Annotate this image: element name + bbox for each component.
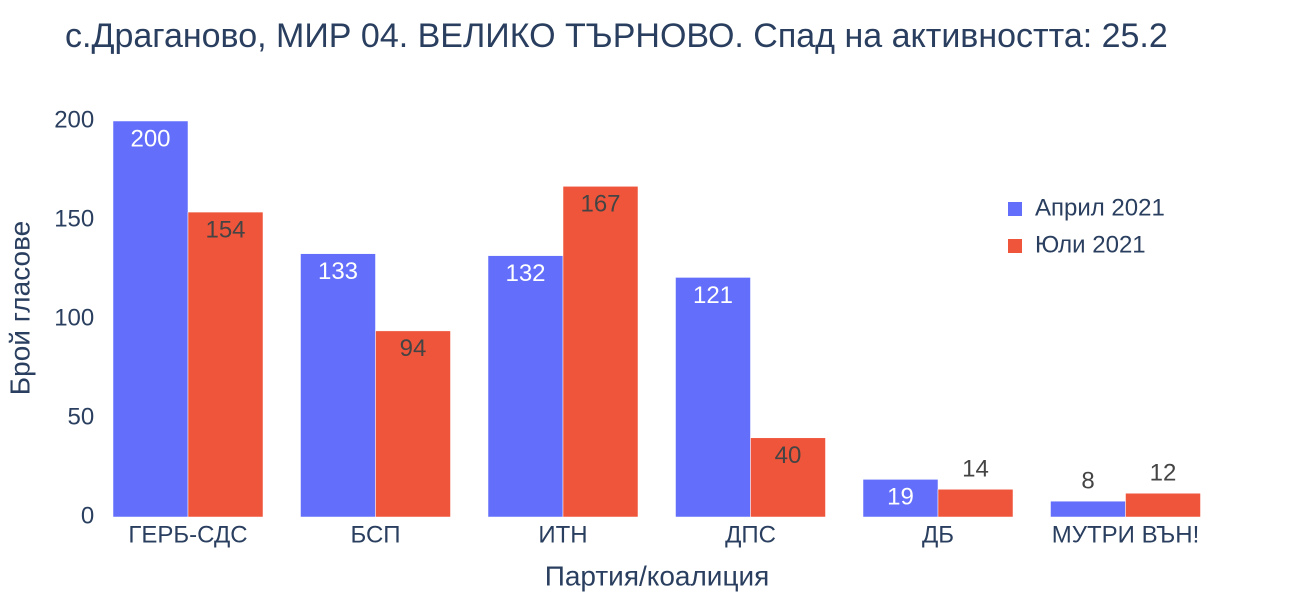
data-label: 19 [887, 484, 914, 511]
y-tick-label: 0 [81, 502, 94, 529]
bar [300, 253, 376, 518]
bar [750, 437, 826, 518]
data-label: 167 [580, 191, 620, 218]
data-label: 94 [400, 335, 427, 362]
data-label: 8 [1081, 468, 1094, 495]
data-label: 40 [775, 442, 802, 469]
bar [562, 186, 639, 518]
x-tick-label: ГЕРБ-СДС [128, 521, 247, 548]
bar [112, 120, 189, 518]
legend-swatch [1008, 239, 1022, 253]
y-tick-label: 150 [54, 205, 94, 232]
bar [487, 255, 564, 518]
legend-swatch [1008, 202, 1022, 216]
y-axis-title: Брой гласове [4, 221, 35, 395]
data-label: 132 [505, 260, 545, 287]
legend-label: Април 2021 [1035, 194, 1165, 221]
x-tick-label: ИТН [538, 521, 587, 548]
x-axis-title: Партия/коалиция [545, 560, 770, 591]
bar [187, 211, 264, 518]
bar [862, 479, 939, 518]
bar [1050, 500, 1126, 518]
bar [675, 277, 751, 518]
data-label: 133 [318, 258, 358, 285]
bar [937, 489, 1014, 518]
chart-title: с.Драганово, МИР 04. ВЕЛИКО ТЪРНОВО. Спа… [65, 17, 1168, 55]
data-label: 12 [1150, 460, 1177, 487]
legend-label: Юли 2021 [1035, 231, 1146, 258]
data-label: 14 [962, 456, 989, 483]
y-tick-label: 50 [68, 403, 95, 430]
data-label: 154 [205, 216, 245, 243]
x-tick-label: МУТРИ ВЪН! [1052, 521, 1199, 548]
bar [375, 330, 451, 518]
x-tick-label: ДПС [725, 521, 776, 548]
x-tick-label: ДБ [922, 521, 954, 548]
y-tick-label: 100 [54, 304, 94, 331]
data-label: 121 [693, 282, 733, 309]
x-tick-label: БСП [350, 521, 400, 548]
data-label: 200 [130, 125, 170, 152]
bar [1125, 492, 1201, 518]
y-tick-label: 200 [54, 106, 94, 133]
